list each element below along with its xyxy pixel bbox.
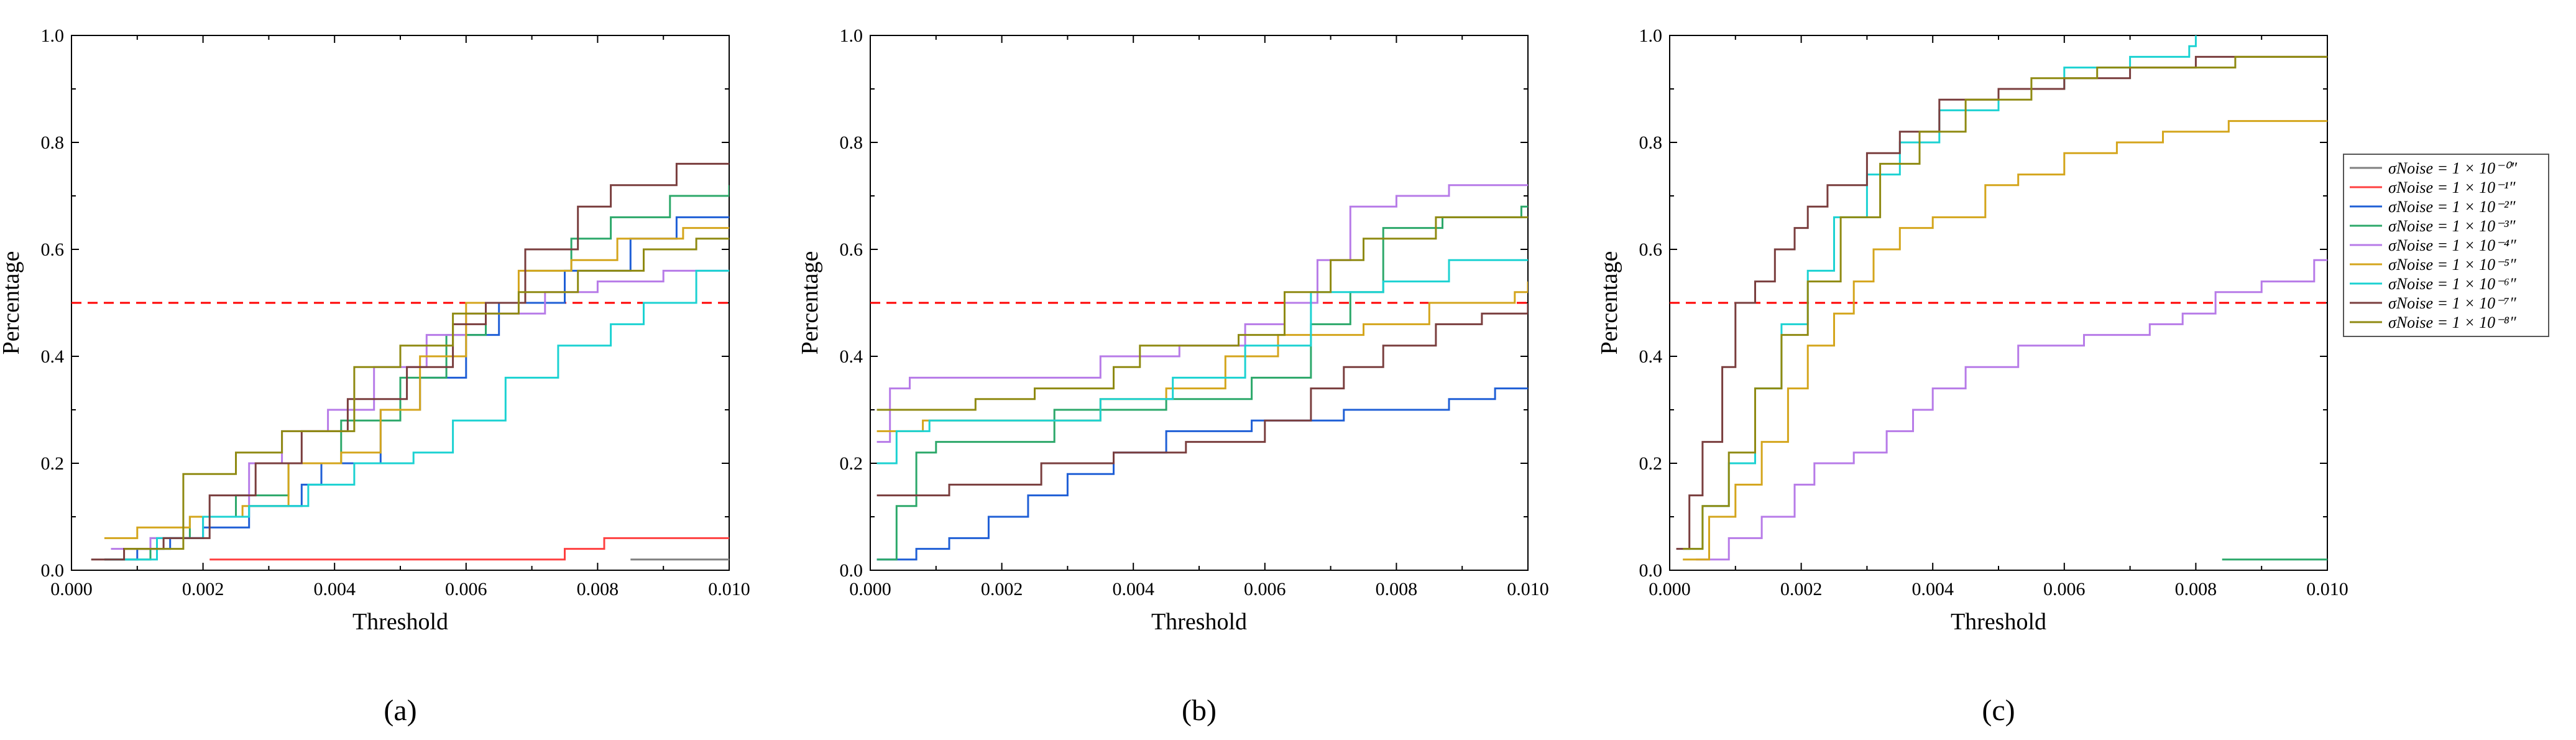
legend-label: σNoise = 1 × 10⁻⁰″ [2388, 159, 2518, 177]
y-tick-label: 0.0 [840, 560, 863, 581]
series-line-5 [876, 281, 1528, 432]
series-line-4 [876, 184, 1528, 443]
x-tick-label: 0.006 [445, 579, 487, 599]
series-line-1 [209, 537, 729, 561]
x-tick-label: 0.002 [981, 579, 1023, 599]
legend-label: σNoise = 1 × 10⁻³″ [2388, 217, 2516, 235]
series-line-8 [876, 216, 1528, 411]
y-tick-label: 0.4 [1639, 346, 1663, 367]
y-tick-label: 1.0 [840, 25, 863, 46]
series-line-2 [104, 216, 729, 561]
y-tick-label: 1.0 [1639, 25, 1663, 46]
panel-3: 0.000 0.002 0.004 0.006 0.008 0.010 0.0 0.2 0.4 0… [1596, 25, 2348, 727]
x-axis-title: Threshold [1151, 609, 1247, 635]
y-tick-label: 0.8 [41, 132, 65, 153]
x-tick-label: 0.000 [1649, 579, 1691, 599]
panel-2: 0.000 0.002 0.004 0.006 0.008 0.010 0.0 0.2 0.4 0… [797, 25, 1549, 727]
y-tick-label: 0.0 [1639, 560, 1663, 581]
series-line-5 [1683, 120, 2327, 561]
y-tick-label: 0.2 [41, 453, 65, 474]
legend-label: σNoise = 1 × 10⁻²″ [2388, 198, 2516, 216]
x-tick-label: 0.000 [50, 579, 93, 599]
x-tick-label: 0.010 [1507, 579, 1549, 599]
y-tick-label: 0.8 [840, 132, 863, 153]
x-tick-label: 0.006 [1244, 579, 1286, 599]
y-tick-label: 0.8 [1639, 132, 1663, 153]
series-line-3 [104, 185, 729, 561]
panel-label: (b) [1182, 694, 1217, 727]
x-tick-label: 0.004 [313, 579, 356, 599]
x-tick-label: 0.010 [2306, 579, 2348, 599]
y-axis-title: Percentage [797, 251, 823, 355]
y-tick-label: 0.2 [840, 453, 863, 474]
panel-1: 0.000 0.002 0.004 0.006 0.008 0.010 0.0 0.2 0.4 0… [0, 25, 750, 727]
series-line-6 [876, 259, 1528, 465]
series-line-7 [1676, 55, 2327, 550]
y-tick-label: 0.4 [41, 346, 65, 367]
series-line-2 [876, 387, 1528, 561]
series-line-5 [104, 227, 729, 539]
x-tick-label: 0.004 [1112, 579, 1154, 599]
x-tick-label: 0.002 [182, 579, 224, 599]
panel-label: (a) [384, 694, 416, 727]
y-tick-label: 0.0 [41, 560, 65, 581]
x-tick-label: 0.000 [849, 579, 891, 599]
x-tick-label: 0.006 [2043, 579, 2086, 599]
y-axis-title: Percentage [0, 251, 24, 355]
y-tick-label: 0.6 [41, 239, 65, 260]
y-tick-label: 1.0 [41, 25, 65, 46]
y-axis-title: Percentage [1596, 251, 1622, 355]
x-axis-title: Threshold [352, 609, 448, 635]
x-tick-label: 0.008 [2175, 579, 2217, 599]
data-area [870, 184, 1528, 561]
series-line-7 [876, 303, 1528, 497]
series-line-8 [124, 238, 729, 550]
panels: 0.000 0.002 0.004 0.006 0.008 0.010 0.0 0.2 0.4 0… [0, 25, 2348, 727]
series-line-4 [1696, 259, 2327, 561]
legend-label: σNoise = 1 × 10⁻¹″ [2388, 178, 2516, 197]
y-tick-label: 0.6 [840, 239, 863, 260]
series-line-3 [876, 205, 1528, 561]
x-axis-title: Threshold [1951, 609, 2046, 635]
panel-label: (c) [1982, 694, 2015, 727]
x-tick-label: 0.008 [577, 579, 619, 599]
series-line-8 [1683, 55, 2327, 550]
legend-label: σNoise = 1 × 10⁻⁷″ [2388, 294, 2517, 312]
y-tick-label: 0.4 [840, 346, 863, 367]
y-tick-label: 0.2 [1639, 453, 1663, 474]
series-line-7 [91, 162, 729, 561]
x-tick-label: 0.002 [1780, 579, 1823, 599]
legend-label: σNoise = 1 × 10⁻⁴″ [2388, 236, 2517, 254]
x-tick-label: 0.004 [1911, 579, 1954, 599]
x-tick-label: 0.008 [1376, 579, 1418, 599]
x-tick-label: 0.010 [708, 579, 750, 599]
data-area [71, 162, 729, 561]
y-tick-label: 0.6 [1639, 239, 1663, 260]
data-area [1670, 35, 2327, 561]
series-line-6 [111, 269, 729, 561]
legend-label: σNoise = 1 × 10⁻⁸″ [2388, 313, 2517, 331]
legend-label: σNoise = 1 × 10⁻⁵″ [2388, 256, 2517, 274]
legend: σNoise = 1 × 10⁻⁰″σNoise = 1 × 10⁻¹″σNoi… [2343, 154, 2549, 337]
legend-label: σNoise = 1 × 10⁻⁶″ [2388, 275, 2517, 293]
